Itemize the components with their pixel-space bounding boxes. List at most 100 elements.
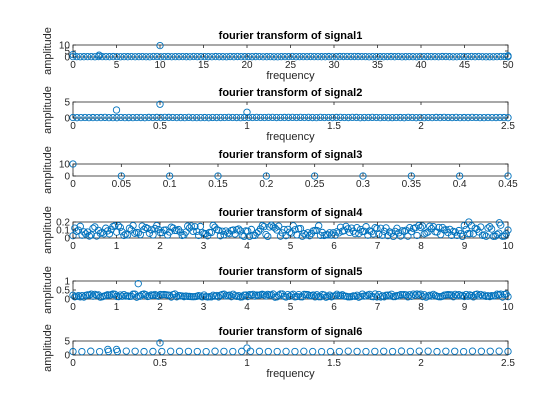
data-point [292,113,301,122]
data-point [344,293,352,301]
data-point [208,53,216,61]
data-point [480,291,488,299]
data-point [76,53,84,61]
data-point [78,291,86,300]
data-point [480,231,488,239]
data-point [241,53,249,61]
data-point [275,222,283,230]
data-point [497,52,505,61]
data-point [356,114,364,122]
data-point [378,231,387,239]
data-point [437,230,445,239]
data-point [300,347,308,355]
data-point [219,53,227,61]
data-point [276,290,285,298]
data-point [320,113,329,122]
x-tick-label: 2 [157,302,163,313]
data-point [134,229,143,237]
y-tick-label: 0 [64,295,70,306]
data-point [225,291,234,299]
data-point [310,53,318,61]
data-point [200,291,208,299]
data-point [502,230,510,238]
data-point [504,114,512,122]
data-point [240,113,249,122]
data-point [467,52,476,61]
data-point [348,113,357,122]
data-point [129,221,137,230]
data-point [83,53,92,61]
data-point [406,291,414,299]
data-point [131,53,139,61]
x-tick-label: 0.3 [356,179,370,190]
data-point [252,113,261,122]
data-point [125,113,133,122]
data-point [80,228,88,236]
data-point [157,53,165,61]
data-point [237,52,245,61]
x-axis-label: frequency [266,70,315,82]
data-point [317,347,326,356]
y-tick-label: 10 [59,41,71,52]
data-point [226,52,234,61]
data-point [156,41,164,50]
data-point [207,228,215,237]
subplot-4: 0 1 2 3 4 5 6 7 8 9 10 00.10.2 fourier transform of … [42,206,514,254]
data-point [284,113,293,122]
data-point [112,106,121,114]
x-tick-label: 0.4 [453,179,467,190]
data-point [69,160,77,168]
data-point [236,227,245,235]
data-point [332,113,341,122]
data-point [209,113,217,122]
data-point [469,293,478,301]
data-point [476,114,484,122]
data-point [142,291,150,299]
data-point [458,291,467,300]
x-tick-label: 5 [288,302,294,313]
data-point [189,52,198,61]
data-point [285,52,293,61]
data-point [326,347,335,356]
data-point [184,292,192,301]
data-point [296,224,305,233]
data-point [306,52,315,61]
data-point [204,53,212,61]
data-point [175,347,184,355]
data-point [272,113,281,122]
data-point [380,293,388,301]
data-point [331,292,339,300]
y-tick-label: 5 [64,98,70,109]
data-point [304,290,312,299]
data-point [251,292,259,300]
x-tick-label: 30 [328,60,340,71]
data-point [316,113,325,122]
data-point [339,52,348,61]
data-point [248,53,256,61]
data-point [303,53,311,61]
data-point [438,52,446,61]
data-point [504,172,512,180]
data-point [229,347,237,356]
data-point [198,228,206,237]
data-point [231,230,239,238]
data-point [453,291,461,300]
data-point [252,52,260,61]
y-axis-label: amplitude [42,324,54,372]
data-point [160,53,169,61]
data-point [95,347,104,356]
y-tick-label: 0.5 [56,286,70,297]
y-axis-label: amplitude [42,27,54,75]
data-point [167,347,175,355]
y-tick-label: 0.1 [56,226,70,237]
data-point [229,290,237,298]
data-point [422,229,430,237]
data-point [164,52,172,61]
data-point [117,113,125,122]
data-point [302,231,310,239]
data-point [234,225,243,233]
x-tick-label: 10 [502,241,514,252]
data-point [205,114,213,122]
data-point [125,224,134,232]
